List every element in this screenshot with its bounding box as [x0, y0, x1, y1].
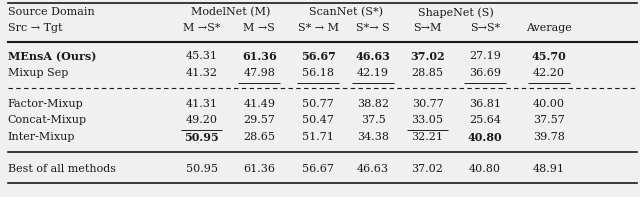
Text: 25.64: 25.64 [469, 115, 501, 125]
Text: 61.36: 61.36 [243, 164, 275, 174]
Text: Src → Tgt: Src → Tgt [8, 23, 62, 33]
Text: 37.02: 37.02 [410, 51, 445, 62]
Text: S* → M: S* → M [298, 23, 339, 33]
Text: S→M: S→M [413, 23, 442, 33]
Text: ModelNet (M): ModelNet (M) [191, 7, 270, 18]
Text: Average: Average [526, 23, 572, 33]
Text: 51.71: 51.71 [302, 132, 334, 142]
Text: 37.5: 37.5 [361, 115, 385, 125]
Text: 47.98: 47.98 [243, 68, 275, 78]
Text: M →S: M →S [243, 23, 275, 33]
Text: 39.78: 39.78 [533, 132, 565, 142]
Text: 36.69: 36.69 [469, 68, 501, 78]
Text: ScanNet (S*): ScanNet (S*) [308, 7, 383, 18]
Text: 40.00: 40.00 [533, 98, 565, 109]
Text: 42.20: 42.20 [533, 68, 565, 78]
Text: 41.31: 41.31 [186, 98, 218, 109]
Text: 50.95: 50.95 [184, 132, 219, 143]
Text: 30.77: 30.77 [412, 98, 444, 109]
Text: 41.32: 41.32 [186, 68, 218, 78]
Text: S*→ S: S*→ S [356, 23, 390, 33]
Text: ShapeNet (S): ShapeNet (S) [419, 7, 494, 18]
Text: 40.80: 40.80 [469, 164, 501, 174]
Text: 37.02: 37.02 [412, 164, 444, 174]
Text: 40.80: 40.80 [468, 132, 502, 143]
Text: Source Domain: Source Domain [8, 7, 95, 17]
Text: 37.57: 37.57 [533, 115, 565, 125]
Text: 50.77: 50.77 [302, 98, 334, 109]
Text: 29.57: 29.57 [243, 115, 275, 125]
Text: 28.85: 28.85 [412, 68, 444, 78]
Text: 45.31: 45.31 [186, 51, 218, 61]
Text: S→S*: S→S* [470, 23, 500, 33]
Text: Inter-Mixup: Inter-Mixup [8, 132, 75, 142]
Text: 38.82: 38.82 [357, 98, 389, 109]
Text: MEnsA (Ours): MEnsA (Ours) [8, 51, 96, 62]
Text: 49.20: 49.20 [186, 115, 218, 125]
Text: 27.19: 27.19 [469, 51, 501, 61]
Text: 46.63: 46.63 [357, 164, 389, 174]
Text: Factor-Mixup: Factor-Mixup [8, 98, 83, 109]
Text: M →S*: M →S* [183, 23, 220, 33]
Text: 28.65: 28.65 [243, 132, 275, 142]
Text: Mixup Sep: Mixup Sep [8, 68, 68, 78]
Text: 56.67: 56.67 [302, 164, 334, 174]
Text: 50.95: 50.95 [186, 164, 218, 174]
Text: 33.05: 33.05 [412, 115, 444, 125]
Text: 50.47: 50.47 [302, 115, 334, 125]
Text: 48.91: 48.91 [533, 164, 565, 174]
Text: 42.19: 42.19 [357, 68, 389, 78]
Text: 61.36: 61.36 [242, 51, 276, 62]
Text: 41.49: 41.49 [243, 98, 275, 109]
Text: 36.81: 36.81 [469, 98, 501, 109]
Text: Concat-Mixup: Concat-Mixup [8, 115, 87, 125]
Text: 45.70: 45.70 [532, 51, 566, 62]
Text: Best of all methods: Best of all methods [8, 164, 116, 174]
Text: 56.18: 56.18 [302, 68, 334, 78]
Text: 32.21: 32.21 [412, 132, 444, 142]
Text: 46.63: 46.63 [356, 51, 390, 62]
Text: 34.38: 34.38 [357, 132, 389, 142]
Text: 56.67: 56.67 [301, 51, 335, 62]
